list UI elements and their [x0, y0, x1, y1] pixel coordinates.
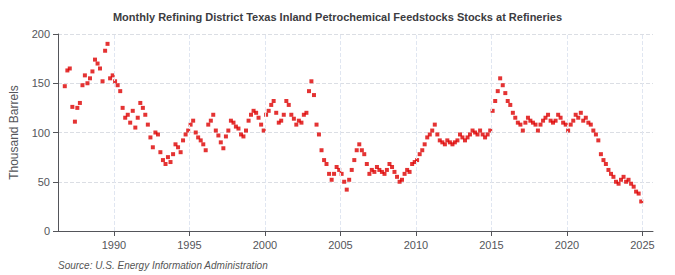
svg-text:200: 200 [32, 28, 50, 40]
svg-text:2005: 2005 [328, 239, 352, 251]
svg-text:1990: 1990 [102, 239, 126, 251]
svg-text:2020: 2020 [555, 239, 579, 251]
svg-text:2000: 2000 [253, 239, 277, 251]
svg-text:150: 150 [32, 77, 50, 89]
svg-text:2015: 2015 [479, 239, 503, 251]
svg-text:Thousand Barrels: Thousand Barrels [7, 85, 21, 180]
svg-text:2010: 2010 [404, 239, 428, 251]
svg-text:100: 100 [32, 127, 50, 139]
svg-text:50: 50 [38, 176, 50, 188]
svg-text:Source: U.S. Energy Informatio: Source: U.S. Energy Information Administ… [58, 260, 268, 271]
svg-text:0: 0 [44, 225, 50, 237]
svg-text:2025: 2025 [630, 239, 654, 251]
svg-text:Monthly Refining District Texa: Monthly Refining District Texas Inland P… [113, 11, 562, 23]
svg-text:1995: 1995 [177, 239, 201, 251]
